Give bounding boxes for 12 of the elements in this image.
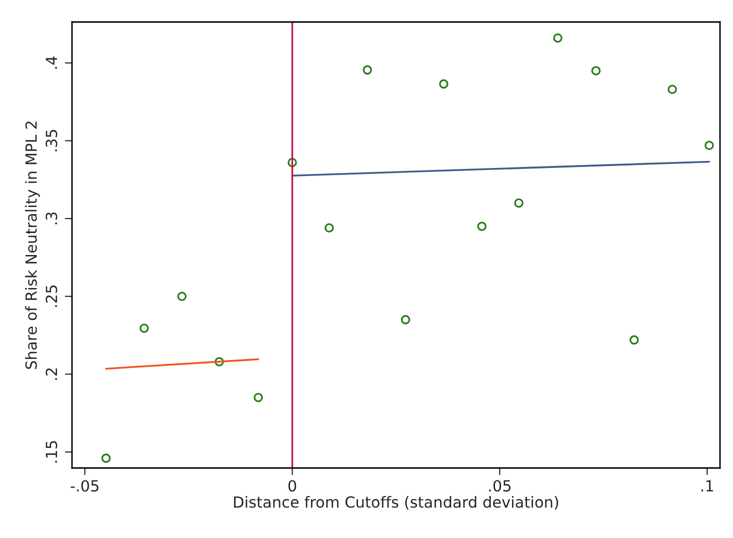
y-tick-label: .3 bbox=[46, 212, 58, 224]
x-tick-label: 0 bbox=[288, 480, 296, 492]
x-tick-label: .05 bbox=[489, 480, 511, 492]
x-tick-label: .1 bbox=[701, 480, 714, 492]
x-axis-title: Distance from Cutoffs (standard deviation) bbox=[234, 496, 558, 510]
y-tick-label: .15 bbox=[46, 441, 58, 462]
y-tick-label: .2 bbox=[46, 368, 58, 380]
y-tick-label: .35 bbox=[46, 130, 58, 152]
y-tick-label: .4 bbox=[46, 56, 58, 69]
y-axis-title: Share of Risk Neutrality in MPL 2 bbox=[25, 122, 40, 369]
y-tick-label: .25 bbox=[46, 286, 58, 307]
x-tick-label: -.05 bbox=[70, 480, 98, 492]
